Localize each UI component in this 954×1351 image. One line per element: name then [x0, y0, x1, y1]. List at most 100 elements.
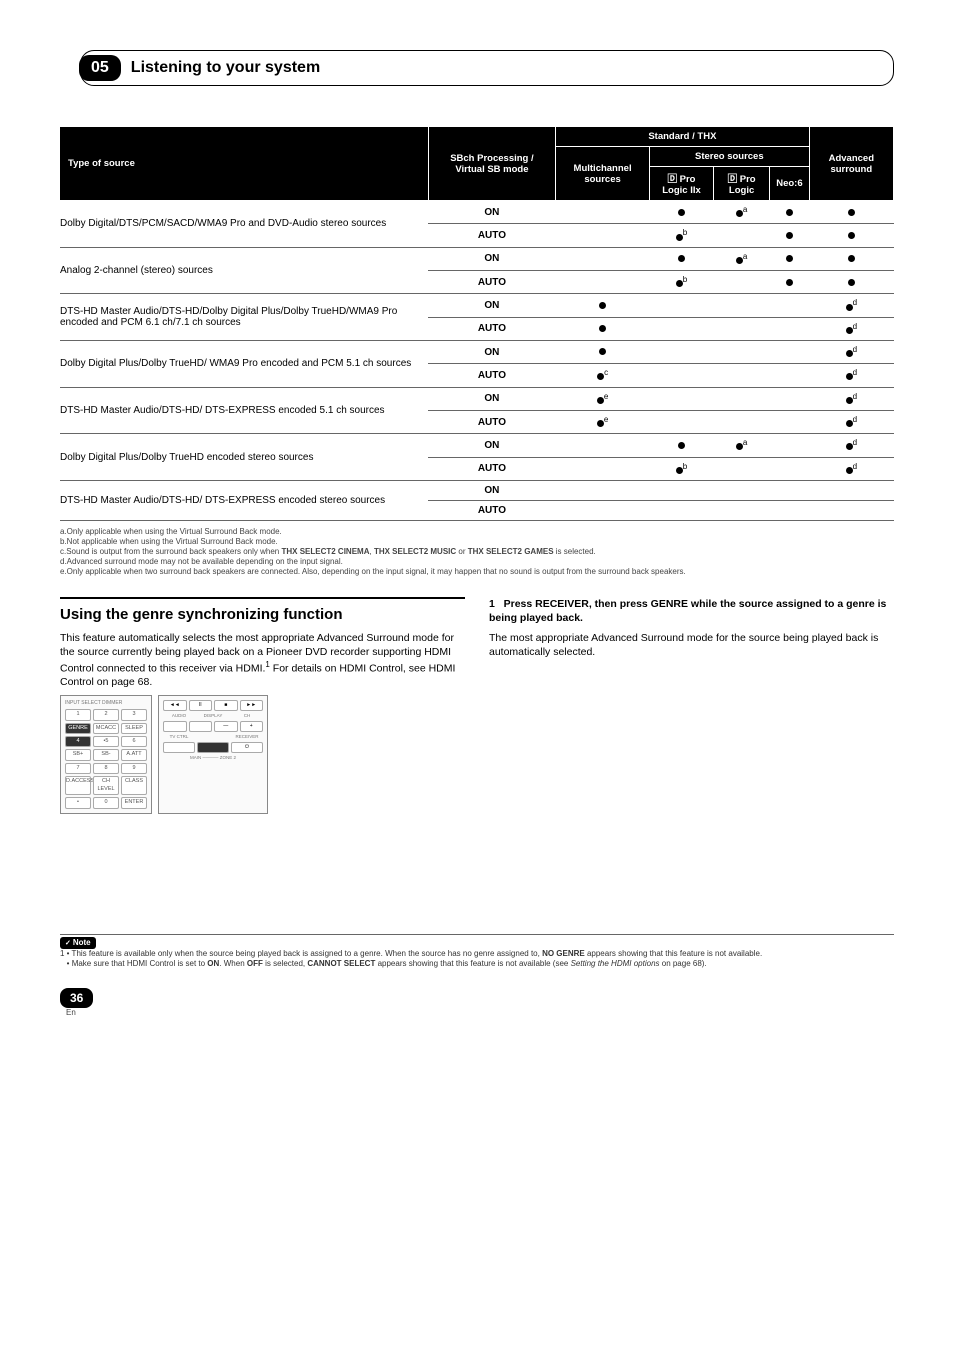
remote-button: II	[189, 700, 213, 711]
table-row: DTS-HD Master Audio/DTS-HD/ DTS-EXPRESS …	[60, 480, 894, 500]
adv-cell: d	[809, 317, 893, 340]
neo6-cell	[770, 201, 809, 224]
remote-button: ►►	[240, 700, 264, 711]
mode-cell: AUTO	[428, 317, 555, 340]
remote-button: 3	[121, 709, 147, 720]
mc-cell	[556, 340, 650, 363]
adv-cell: d	[809, 340, 893, 363]
pl2x-cell: b	[650, 270, 714, 293]
note-1: 1 • This feature is available only when …	[60, 949, 894, 959]
th-type-of-source: Type of source	[60, 127, 428, 201]
adv-cell: d	[809, 434, 893, 457]
adv-cell	[809, 270, 893, 293]
pl2x-cell	[650, 340, 714, 363]
note-block: Note 1 • This feature is available only …	[60, 934, 894, 970]
adv-cell	[809, 224, 893, 247]
chapter-number-badge: 05	[79, 55, 121, 81]
th-multichannel: Multichannel sources	[556, 147, 650, 201]
mc-cell	[556, 480, 650, 500]
neo6-cell	[770, 364, 809, 387]
mc-cell	[556, 434, 650, 457]
pl-cell	[713, 294, 769, 317]
content-columns: Using the genre synchronizing function T…	[60, 597, 894, 814]
remote-label	[197, 734, 229, 740]
remote-button: ■	[214, 700, 238, 711]
remote-button: 4	[65, 736, 91, 747]
neo6-cell	[770, 410, 809, 433]
mode-cell: AUTO	[428, 224, 555, 247]
chapter-title: Listening to your system	[131, 59, 320, 77]
remote-label: CH	[231, 713, 263, 719]
pl-cell	[713, 340, 769, 363]
mc-cell	[556, 317, 650, 340]
footnote-d: d.Advanced surround mode may not be avai…	[60, 557, 894, 567]
neo6-cell	[770, 294, 809, 317]
remote-button: ◄◄	[163, 700, 187, 711]
th-standard-thx: Standard / THX	[556, 127, 810, 147]
mc-cell	[556, 294, 650, 317]
table-body: Dolby Digital/DTS/PCM/SACD/WMA9 Pro and …	[60, 201, 894, 521]
adv-cell	[809, 201, 893, 224]
source-cell: DTS-HD Master Audio/DTS-HD/ DTS-EXPRESS …	[60, 387, 428, 434]
remote-button: •5	[93, 736, 119, 747]
pl2x-cell: b	[650, 224, 714, 247]
remote-button: 1	[65, 709, 91, 720]
page-lang: En	[66, 1008, 894, 1017]
neo6-cell	[770, 434, 809, 457]
remote-button: •	[65, 797, 91, 808]
mode-cell: ON	[428, 387, 555, 410]
footnote-b: b.Not applicable when using the Virtual …	[60, 537, 894, 547]
remote-button: —	[214, 721, 238, 732]
remote-button: CLASS	[121, 776, 147, 795]
page-number: 36	[60, 988, 93, 1008]
mode-cell: ON	[428, 340, 555, 363]
mode-cell: AUTO	[428, 410, 555, 433]
pl2x-cell	[650, 480, 714, 500]
remote-label: AUDIO	[163, 713, 195, 719]
page-footer: 36 En	[60, 988, 894, 1017]
pl2x-cell	[650, 364, 714, 387]
section-title: Using the genre synchronizing function	[60, 605, 465, 625]
neo6-cell	[770, 480, 809, 500]
remote-button: SB-	[93, 749, 119, 760]
pl2x-cell	[650, 387, 714, 410]
mode-cell: AUTO	[428, 270, 555, 293]
pl-cell	[713, 500, 769, 520]
source-cell: Dolby Digital Plus/Dolby TrueHD encoded …	[60, 434, 428, 481]
table-footnotes: a.Only applicable when using the Virtual…	[60, 527, 894, 577]
footnote-e: e.Only applicable when two surround back…	[60, 567, 894, 577]
neo6-cell	[770, 500, 809, 520]
adv-cell: d	[809, 457, 893, 480]
section-body: This feature automatically selects the m…	[60, 631, 465, 689]
remote-button: CH LEVEL	[93, 776, 119, 795]
remote-button: D.ACCESS	[65, 776, 91, 795]
remote-illustration: INPUT SELECT DIMMER123GENREMCACCSLEEP4•5…	[60, 695, 465, 813]
adv-cell: d	[809, 294, 893, 317]
pl-cell	[713, 224, 769, 247]
pl-cell	[713, 457, 769, 480]
adv-cell: d	[809, 364, 893, 387]
pl2x-cell	[650, 434, 714, 457]
footnote-c: c.Sound is output from the surround back…	[60, 547, 894, 557]
adv-cell	[809, 500, 893, 520]
pl2x-cell	[650, 410, 714, 433]
mode-cell: ON	[428, 247, 555, 270]
note-2: • Make sure that HDMI Control is set to …	[60, 959, 894, 969]
remote-button: 6	[121, 736, 147, 747]
source-cell: Dolby Digital Plus/Dolby TrueHD/ WMA9 Pr…	[60, 340, 428, 387]
mode-cell: ON	[428, 480, 555, 500]
mc-cell	[556, 270, 650, 293]
neo6-cell	[770, 340, 809, 363]
adv-cell: d	[809, 387, 893, 410]
pl2x-cell	[650, 201, 714, 224]
pl-cell	[713, 410, 769, 433]
remote-button	[189, 721, 213, 732]
pl2x-cell	[650, 500, 714, 520]
mc-cell	[556, 224, 650, 247]
table-row: DTS-HD Master Audio/DTS-HD/ DTS-EXPRESS …	[60, 387, 894, 410]
th-stereo-sources: Stereo sources	[650, 147, 810, 167]
table-row: DTS-HD Master Audio/DTS-HD/Dolby Digital…	[60, 294, 894, 317]
remote-button: 8	[93, 763, 119, 774]
remote-left: INPUT SELECT DIMMER123GENREMCACCSLEEP4•5…	[60, 695, 152, 813]
mc-cell	[556, 247, 650, 270]
